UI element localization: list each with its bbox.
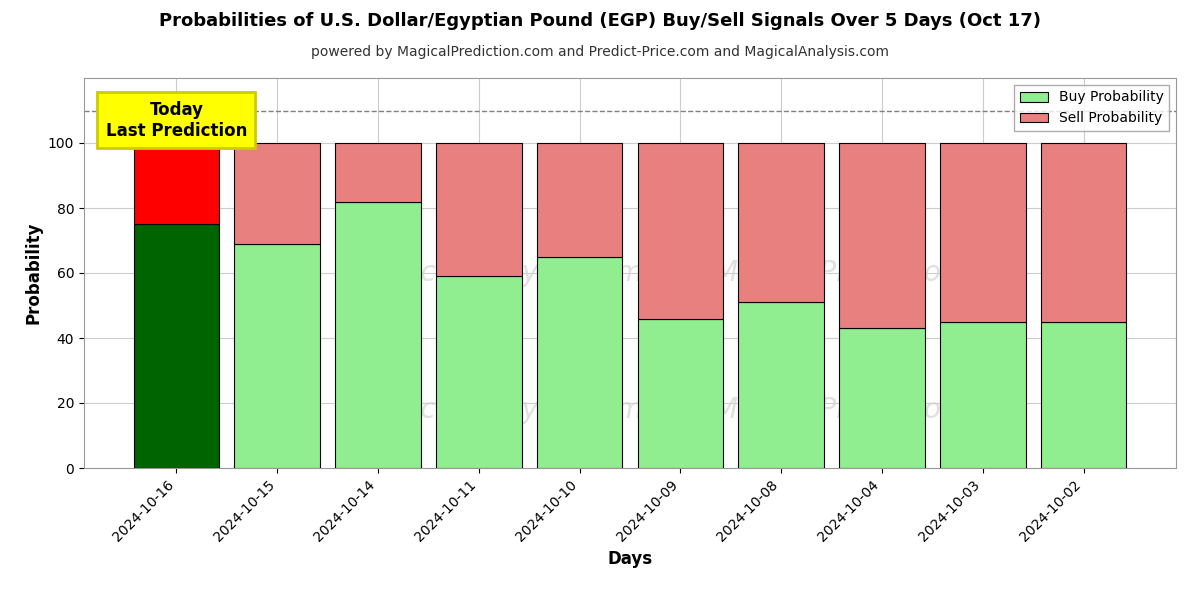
Bar	[133, 224, 220, 468]
Text: Today
Last Prediction: Today Last Prediction	[106, 101, 247, 140]
Bar	[234, 244, 320, 468]
Legend: Buy Probability, Sell Probability: Buy Probability, Sell Probability	[1014, 85, 1169, 131]
Text: MagicalAnalysis.com: MagicalAnalysis.com	[354, 395, 643, 424]
Bar	[335, 143, 421, 202]
Text: MagicalAnalysis.com: MagicalAnalysis.com	[354, 259, 643, 287]
Text: Probabilities of U.S. Dollar/Egyptian Pound (EGP) Buy/Sell Signals Over 5 Days (: Probabilities of U.S. Dollar/Egyptian Po…	[158, 12, 1042, 30]
Bar	[738, 143, 824, 302]
Text: MagicalPrediction.com: MagicalPrediction.com	[714, 259, 1027, 287]
Bar	[1040, 143, 1127, 322]
Bar	[335, 202, 421, 468]
X-axis label: Days: Days	[607, 550, 653, 568]
Bar	[234, 143, 320, 244]
Bar	[839, 328, 925, 468]
Bar	[637, 319, 724, 468]
Text: MagicalPrediction.com: MagicalPrediction.com	[714, 395, 1027, 424]
Bar	[839, 143, 925, 328]
Text: powered by MagicalPrediction.com and Predict-Price.com and MagicalAnalysis.com: powered by MagicalPrediction.com and Pre…	[311, 45, 889, 59]
Bar	[436, 276, 522, 468]
Bar	[133, 143, 220, 224]
Bar	[536, 257, 623, 468]
Y-axis label: Probability: Probability	[24, 222, 42, 324]
Bar	[1040, 322, 1127, 468]
Bar	[738, 302, 824, 468]
Bar	[940, 322, 1026, 468]
Bar	[536, 143, 623, 257]
Bar	[637, 143, 724, 319]
Bar	[436, 143, 522, 276]
Bar	[940, 143, 1026, 322]
